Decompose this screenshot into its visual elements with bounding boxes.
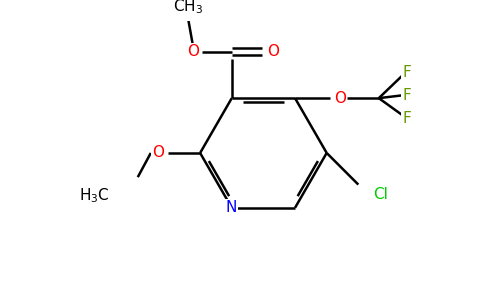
Text: F: F <box>402 111 411 126</box>
Text: F: F <box>402 88 411 103</box>
Text: F: F <box>402 64 411 80</box>
Text: O: O <box>267 44 279 59</box>
Text: O: O <box>333 91 346 106</box>
Text: N: N <box>225 200 237 215</box>
Text: O: O <box>187 44 198 59</box>
Text: Cl: Cl <box>373 187 388 202</box>
Text: O: O <box>152 146 164 160</box>
Text: CH$_3$: CH$_3$ <box>173 0 203 16</box>
Text: H$_3$C: H$_3$C <box>79 186 110 205</box>
